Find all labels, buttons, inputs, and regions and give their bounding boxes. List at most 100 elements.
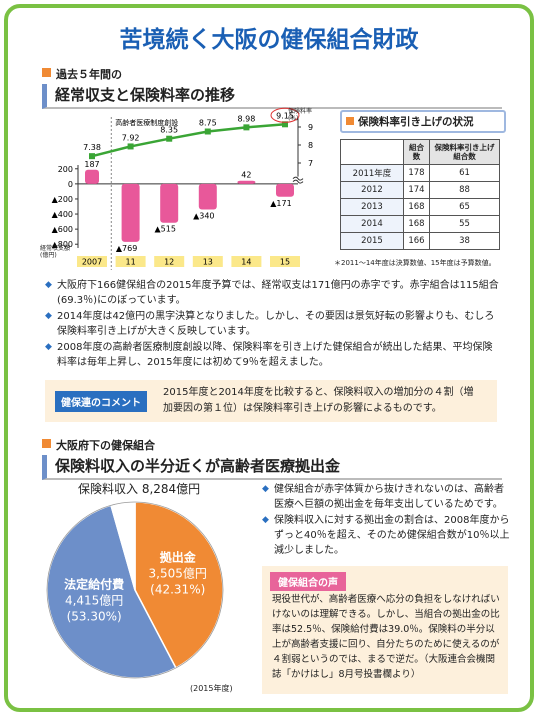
line-point: [282, 121, 288, 128]
table-row: 2011年度 178 61: [340, 164, 501, 182]
bullet: 保険料収入に対する拠出金の割合は、2008年度からずっと40％を超え、そのため健…: [262, 513, 512, 558]
table-cell: 2012: [340, 181, 404, 199]
bar-value-label: ▲515: [154, 225, 175, 234]
comment-box: 健保連のコメント 2015年度と2014年度を比較すると、保険料収入の増加分の４…: [45, 380, 497, 422]
line-value-label: 9.15: [276, 111, 294, 120]
chart: 200 0 ▲200 ▲400 ▲600 ▲800 7 8 9 高齢者医療制度創設 2007 11 12…: [52, 107, 313, 270]
line-point: [243, 124, 250, 131]
table-cell: 65: [428, 198, 501, 216]
table-row: 2012 174 88: [340, 181, 501, 199]
x-tick-label: 11: [126, 258, 136, 267]
line-point: [127, 143, 134, 150]
pie-note: (2015年度): [190, 684, 233, 693]
line-value-label: 7.38: [83, 143, 101, 152]
y-axis-label: 経常収支額(億円): [40, 245, 71, 259]
annotation: 高齢者医療制度創設: [115, 118, 178, 127]
table-header-cell: 組合数: [403, 139, 430, 165]
comment-text: 2015年度と2014年度を比較すると、保険料収入の増加分の４割（増加要因の第１…: [163, 387, 474, 414]
bar: [237, 180, 256, 184]
bar: [160, 183, 179, 223]
line-value-label: 8.98: [237, 114, 255, 123]
x-tick-label: 12: [164, 258, 174, 267]
bar-value-label: 187: [84, 160, 99, 169]
bar-value-label: ▲171: [270, 199, 291, 208]
y2-axis-label: 保険料率(%): [288, 108, 313, 122]
x-tick-label: 2007: [82, 258, 102, 267]
table-row: 2015 166 38: [340, 232, 501, 250]
table-header-cell: [340, 139, 404, 165]
bar: [276, 183, 294, 197]
line-value-label: 8.35: [160, 126, 178, 135]
slice-percent-label: (53.30%): [67, 609, 122, 623]
section-heading: 保険料収入の半分近くが高齢者医療拠出金: [42, 455, 502, 480]
chart-container: 200 0 ▲200 ▲400 ▲600 ▲800 7 8 9 高齢者医療制度創設 2007 11 12…: [40, 105, 340, 275]
table-header-cell: 保険料率引き上げ組合数: [428, 139, 501, 165]
y-tick-label: ▲600: [52, 225, 73, 234]
pie-outline: [46, 501, 224, 679]
x-label-box: [270, 256, 300, 267]
pie-chart: 拠出金 3,505億円 (42.31%) 法定給付費 4,415億円 (53.30%): [46, 501, 224, 679]
slice-value-label: 4,415億円: [65, 593, 123, 607]
bullet-list: 大阪府下166健保組合の2015年度予算では、経常収支は171億円の赤字です。赤…: [45, 278, 500, 371]
table: 組合数 保険料率引き上げ組合数 2011年度 178 61 2012 174 88 2013 16…: [340, 139, 501, 250]
y-tick-label: ▲200: [52, 195, 73, 204]
section-header: 過去５年間の 経常収支と保険料率の推移: [42, 66, 502, 109]
bar: [85, 169, 99, 184]
section-header: 大阪府下の健保組合 保険料収入の半分近くが高齢者医療拠出金: [42, 437, 502, 480]
bullet: 2014年度は42億円の黒字決算となりました。しかし、その要因は景気好転の影響よ…: [45, 309, 500, 339]
bullet: 大阪府下166健保組合の2015年度予算では、経常収支は171億円の赤字です。赤…: [45, 278, 500, 308]
section-kicker: 過去５年間の: [42, 66, 502, 82]
section-heading: 経常収支と保険料率の推移: [42, 84, 502, 109]
y2-tick-label: 9: [308, 123, 313, 132]
line-point: [166, 135, 173, 142]
y2-tick-label: 8: [308, 141, 313, 150]
x-label-box: [231, 256, 262, 267]
bar-value-label: ▲340: [193, 212, 214, 221]
section-kicker: 大阪府下の健保組合: [42, 437, 502, 453]
slice-label: 拠出金: [160, 549, 197, 564]
line-point: [204, 128, 211, 135]
table-title: 保険料率引き上げの状況: [340, 110, 506, 133]
x-label-box: [115, 256, 146, 267]
x-label-box: [77, 256, 107, 267]
line-value-label: 7.92: [122, 133, 140, 142]
slice-label: 法定給付費: [64, 576, 124, 591]
table-cell: 178: [403, 164, 430, 182]
y-tick-label: ▲800: [52, 240, 73, 249]
table-note: ＊2011～14年度は決算数値、15年度は予算数値。: [334, 259, 496, 267]
slice-percent-label: (42.31%): [150, 582, 205, 596]
table-cell: 88: [428, 181, 501, 199]
table-cell: 61: [428, 164, 501, 182]
frame: [4, 4, 534, 712]
table-cell: 166: [403, 232, 430, 250]
y2-tick-label: 7: [308, 159, 313, 168]
bullet: 2008年度の高齢者医療制度創設以降、保険料率を引き上げた健保組合が続出した結果…: [45, 340, 500, 370]
x-tick-label: 13: [203, 258, 213, 267]
table-title-text: 保険料率引き上げの状況: [358, 116, 474, 128]
x-label-box: [192, 256, 223, 267]
y-tick-label: ▲400: [52, 210, 73, 219]
line-value-label: 8.75: [199, 119, 217, 128]
page-title: 苦境続く大阪の健保組合財政: [119, 27, 419, 53]
comment-label: 健保連のコメント: [55, 391, 147, 412]
pie-title: 保険料収入 8,284億円: [78, 482, 201, 496]
table-cell: 2015: [340, 232, 404, 250]
table-row: 2013 168 65: [340, 198, 501, 216]
table-header-row: 組合数 保険料率引き上げ組合数: [340, 139, 501, 165]
x-label-box: [154, 256, 185, 267]
x-tick-label: 14: [241, 258, 251, 267]
table-cell: 38: [428, 232, 501, 250]
bullet-list: 健保組合が赤字体質から抜けきれないのは、高齢者医療へ巨額の拠出金を毎年支出してい…: [262, 482, 512, 559]
bar: [198, 183, 217, 210]
bullet: 健保組合が赤字体質から抜けきれないのは、高齢者医療へ巨額の拠出金を毎年支出してい…: [262, 482, 512, 512]
table-cell: 2014: [340, 215, 404, 233]
y-tick-label: 0: [68, 180, 73, 189]
x-tick-label: 15: [280, 258, 290, 267]
table-panel: 保険料率引き上げの状況 組合数 保険料率引き上げ組合数 2011年度 178 61 201…: [340, 110, 506, 250]
axis-break: [292, 176, 304, 184]
table-row: 2014 168 55: [340, 215, 501, 233]
table-cell: 174: [403, 181, 430, 199]
line: [91, 123, 286, 158]
table-cell: 168: [403, 215, 430, 233]
